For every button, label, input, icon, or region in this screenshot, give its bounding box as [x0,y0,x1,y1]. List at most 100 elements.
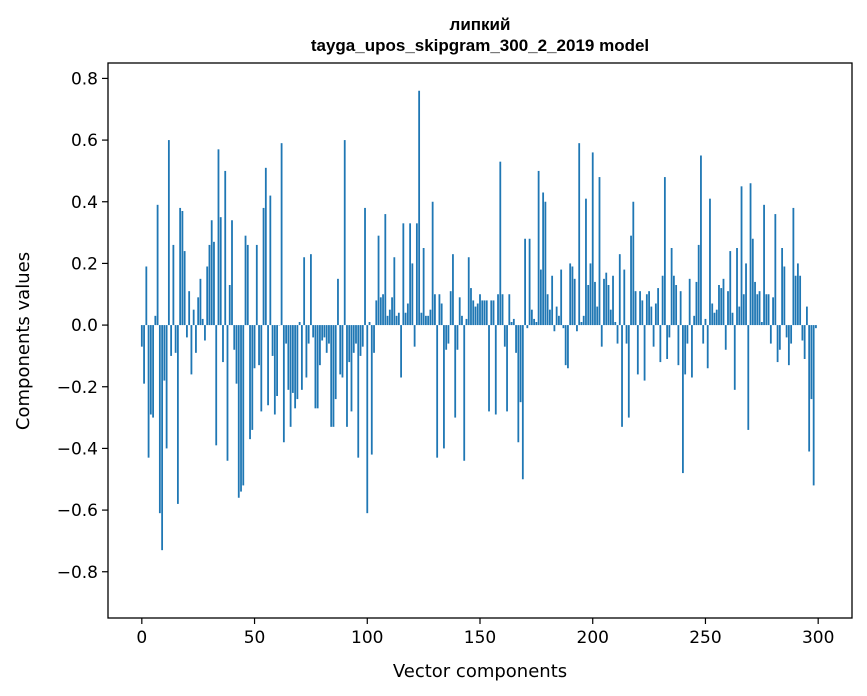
bar-288 [790,325,793,344]
bar-291 [796,263,799,326]
bar-204 [600,325,603,347]
bar-4 [149,325,152,415]
bar-71 [300,325,303,390]
bar-49 [251,325,254,430]
bar-293 [801,325,804,341]
bar-252 [709,198,711,326]
bar-83 [328,325,330,344]
bar-285 [783,266,786,326]
bar-59 [273,325,276,415]
bar-242 [686,325,689,344]
bar-22 [190,325,193,375]
bar-201 [594,281,596,326]
bar-263 [733,325,736,390]
bar-27 [201,318,204,326]
bar-206 [605,272,608,326]
y-tick-label-8: 0.8 [71,69,98,89]
bar-184 [555,306,558,326]
bar-162 [506,325,508,412]
bar-14 [172,244,175,326]
bar-224 [645,294,648,326]
bar-190 [569,263,572,326]
bar-57 [269,195,272,326]
bar-243 [688,278,691,326]
bar-12 [167,140,170,326]
bar-80 [321,325,324,341]
bar-197 [585,198,587,326]
bar-6 [154,315,157,326]
bar-55 [264,167,267,326]
bar-205 [603,278,605,326]
bar-97 [359,325,362,356]
bar-126 [424,315,427,326]
x-tick-label-0: 0 [136,628,147,648]
bar-81 [323,325,326,338]
bar-44 [240,325,242,492]
bar-296 [808,325,811,452]
bar-95 [355,325,357,344]
bar-240 [682,325,684,474]
bar-211 [616,325,619,344]
y-axis-label: Components values [13,252,34,430]
bar-154 [488,325,490,412]
y-tick-label-3: −0.2 [57,378,98,398]
bar-72 [303,257,306,326]
bar-85 [332,325,335,427]
bar-37 [224,170,227,326]
bar-66 [289,325,292,427]
bar-150 [479,294,481,326]
bar-15 [174,325,177,353]
bar-297 [810,325,813,400]
bar-228 [654,303,657,326]
bar-98 [361,325,364,347]
bar-254 [713,312,716,326]
bar-111 [391,297,393,326]
bar-9 [161,325,164,551]
bar-280 [772,297,774,326]
bar-185 [558,315,560,326]
bar-268 [745,263,747,326]
bar-94 [352,325,355,353]
x-axis-label: Vector components [393,661,567,682]
bar-144 [465,318,468,326]
bar-177 [539,269,542,326]
bar-267 [742,294,745,326]
bar-33 [215,325,218,446]
bar-48 [249,325,251,440]
bar-131 [436,325,439,458]
bar-155 [490,300,493,326]
bar-180 [546,294,549,326]
bar-119 [409,223,412,326]
bar-138 [452,254,454,326]
bar-45 [242,325,245,486]
bar-227 [652,325,655,347]
bar-295 [806,306,808,326]
bar-256 [718,285,720,326]
bar-277 [765,294,768,326]
bar-163 [508,294,511,326]
bar-200 [591,152,594,326]
bar-207 [607,285,610,326]
bar-237 [675,285,678,326]
bar-88 [339,325,342,375]
bar-17 [179,207,182,326]
bar-8 [158,325,161,514]
bar-230 [659,325,662,363]
bar-199 [589,263,592,326]
bar-269 [747,325,750,430]
bar-251 [706,325,709,369]
y-tick-label-5: 0.2 [71,254,98,274]
x-tick-label-3: 150 [464,628,496,648]
bar-21 [188,291,191,326]
bar-86 [334,325,337,400]
bar-159 [499,161,502,326]
bar-133 [440,303,443,326]
bar-90 [343,140,346,326]
bar-78 [316,325,319,409]
bar-226 [650,306,653,326]
bar-36 [222,325,224,363]
bar-124 [420,312,423,326]
bar-40 [231,220,233,326]
